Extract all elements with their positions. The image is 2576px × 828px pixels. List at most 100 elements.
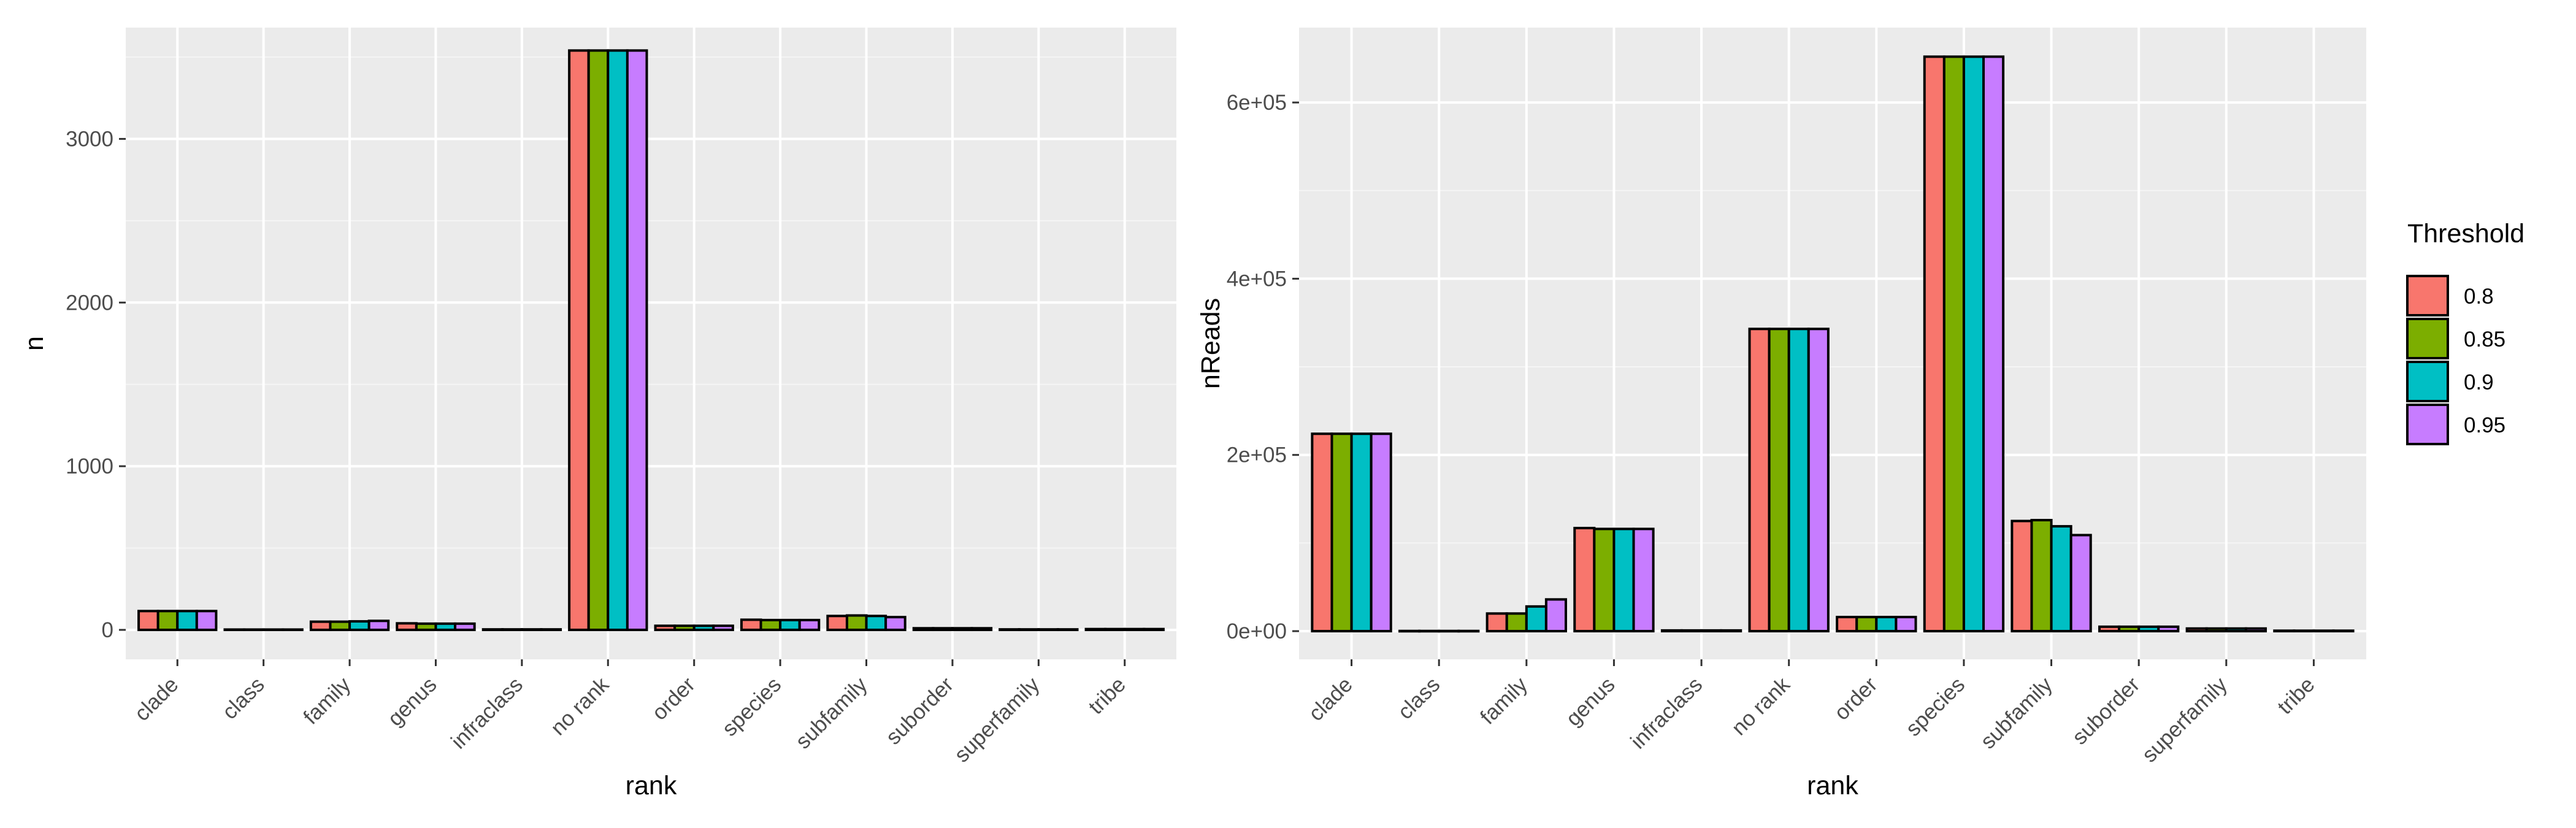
legend-key: [2406, 318, 2449, 359]
bar-species-0.9: [1962, 55, 1985, 633]
y-axis-title: nReads: [1196, 298, 1225, 389]
bar-order-0.8: [654, 624, 677, 631]
bar-suborder-0.85: [932, 627, 954, 631]
bar-superfamily-0.85: [1018, 628, 1040, 631]
bar-superfamily-0.9: [2225, 627, 2247, 633]
legend-key: [2406, 361, 2449, 402]
bar-clade-0.85: [1330, 432, 1353, 633]
bar-family-0.8: [309, 620, 332, 631]
bar-order-0.95: [712, 624, 734, 631]
bar-order-0.85: [673, 624, 696, 631]
bar-suborder-0.85: [2118, 625, 2141, 633]
bar-tribe-0.95: [1143, 627, 1165, 631]
bar-class-0.85: [243, 628, 265, 631]
bar-subfamily-0.8: [826, 615, 848, 631]
bar-clade-0.8: [1311, 432, 1333, 633]
bar-suborder-0.8: [2098, 625, 2121, 633]
bar-species-0.8: [740, 618, 762, 631]
bar-family-0.9: [1525, 605, 1547, 633]
bar-genus-0.9: [434, 622, 457, 631]
bar-order-0.9: [1875, 616, 1898, 633]
bar-clade-0.8: [137, 610, 159, 631]
bar-genus-0.8: [396, 622, 418, 631]
bar-species-0.9: [779, 618, 801, 631]
bar-subfamily-0.95: [2069, 534, 2092, 633]
bar-suborder-0.9: [951, 627, 973, 631]
bar-species-0.8: [1923, 55, 1945, 633]
bar-family-0.95: [1544, 598, 1568, 633]
y-tick-label: 1000: [66, 454, 113, 478]
bar-tribe-0.85: [1104, 627, 1126, 631]
y-tick-label: 6e+05: [1227, 91, 1287, 115]
bar-subfamily-0.9: [2050, 525, 2072, 633]
bar-order-0.85: [1855, 616, 1878, 633]
legend-label: 0.95: [2464, 413, 2505, 437]
bar-no-rank-0.85: [1768, 328, 1790, 633]
bar-superfamily-0.95: [2244, 627, 2267, 633]
bar-genus-0.9: [1612, 527, 1635, 633]
bar-no-rank-0.9: [607, 49, 629, 631]
bar-clade-0.95: [1370, 432, 1392, 633]
panel-background: [126, 28, 1176, 659]
bar-tribe-0.9: [1123, 627, 1146, 631]
legend-key: [2406, 404, 2449, 445]
bar-suborder-0.8: [912, 627, 935, 631]
legend-label: 0.9: [2464, 370, 2494, 394]
y-tick-label: 0: [102, 618, 113, 642]
bar-subfamily-0.9: [865, 615, 887, 631]
legend-label: 0.85: [2464, 328, 2505, 351]
bar-clade-0.85: [156, 610, 179, 631]
bar-order-0.95: [1895, 616, 1917, 633]
bar-superfamily-0.9: [1037, 628, 1059, 631]
bar-no-rank-0.8: [1748, 328, 1771, 633]
bar-suborder-0.95: [970, 627, 993, 631]
bar-class-0.95: [1457, 629, 1480, 633]
bar-family-0.85: [329, 620, 351, 631]
bar-species-0.85: [759, 618, 782, 631]
bar-family-0.85: [1505, 612, 1528, 633]
bar-family-0.95: [367, 619, 390, 631]
legend-key: [2406, 275, 2449, 316]
bar-superfamily-0.8: [999, 628, 1021, 631]
y-tick-label: 3000: [66, 127, 113, 151]
y-tick-label: 0e+00: [1227, 619, 1287, 643]
bar-genus-0.85: [415, 622, 437, 631]
bar-infraclass-0.9: [520, 628, 543, 631]
y-tick-label: 2e+05: [1227, 443, 1287, 467]
bar-no-rank-0.9: [1787, 328, 1810, 633]
bar-no-rank-0.95: [626, 49, 648, 631]
bar-class-0.9: [1438, 629, 1460, 633]
bar-clade-0.95: [195, 610, 218, 631]
bar-suborder-0.95: [2157, 625, 2180, 633]
bar-species-0.95: [798, 618, 821, 631]
bar-superfamily-0.95: [1056, 628, 1079, 631]
legend: Threshold 0.8 0.85 0.9 0.95: [2406, 219, 2524, 445]
bar-family-0.8: [1485, 612, 1508, 633]
y-tick-label: 2000: [66, 291, 113, 315]
bar-genus-0.85: [1593, 527, 1616, 633]
bar-class-0.85: [1418, 629, 1441, 633]
bar-subfamily-0.85: [2030, 519, 2053, 633]
bar-family-0.9: [348, 620, 370, 631]
bar-genus-0.95: [454, 622, 476, 631]
legend-label: 0.8: [2464, 285, 2494, 309]
bar-clade-0.9: [176, 610, 198, 631]
bar-subfamily-0.95: [884, 616, 907, 631]
y-tick-label: 4e+05: [1227, 267, 1287, 291]
y-axis-title: n: [20, 336, 49, 351]
bar-infraclass-0.8: [481, 628, 504, 631]
bar-class-0.8: [223, 628, 246, 631]
bar-order-0.9: [692, 624, 715, 631]
bar-infraclass-0.85: [501, 628, 523, 631]
bar-no-rank-0.8: [568, 49, 590, 631]
bar-genus-0.95: [1632, 527, 1655, 633]
bar-no-rank-0.95: [1807, 328, 1830, 633]
bar-subfamily-0.8: [2011, 519, 2033, 633]
panel-background: [1299, 28, 2366, 659]
bar-subfamily-0.85: [845, 614, 868, 631]
bar-superfamily-0.85: [2205, 627, 2228, 633]
bar-suborder-0.9: [2137, 625, 2160, 633]
bar-species-0.95: [1982, 55, 2005, 633]
bar-tribe-0.8: [1084, 627, 1107, 631]
